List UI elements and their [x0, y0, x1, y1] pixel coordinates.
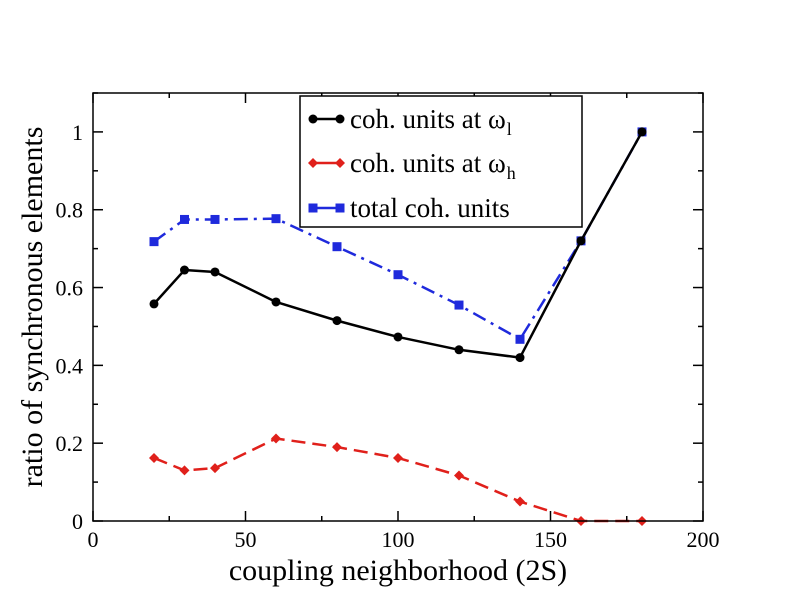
y-tick-label: 0 [72, 509, 83, 534]
legend-marker [308, 114, 318, 124]
data-point [332, 242, 342, 252]
y-tick-label: 1 [72, 120, 83, 145]
data-point [271, 297, 281, 307]
data-point [271, 214, 281, 224]
data-point [454, 470, 464, 481]
legend-marker [335, 158, 345, 168]
data-point [149, 452, 159, 463]
legend-item-3: total coh. units [308, 193, 510, 223]
legend-marker [335, 114, 345, 124]
data-point [180, 265, 189, 275]
data-point [393, 270, 403, 280]
data-point [271, 433, 281, 444]
x-tick-label: 150 [534, 527, 567, 552]
y-tick-label: 0.6 [56, 276, 84, 301]
x-tick-label: 200 [687, 527, 720, 552]
data-point [637, 127, 647, 137]
legend-marker [335, 203, 345, 213]
data-point [576, 236, 586, 246]
data-point [515, 353, 525, 363]
x-tick-label: 50 [235, 527, 257, 552]
series-1 [149, 127, 647, 363]
data-point [454, 345, 464, 355]
axes-layer: 0 50 100 150 200 0 0.2 0.4 0.6 0.8 1 [56, 92, 720, 552]
data-point [454, 300, 464, 310]
y-tick-label: 0.8 [56, 198, 84, 223]
y-axis-title: ratio of synchronous elements [16, 127, 49, 488]
data-point [332, 316, 342, 326]
x-tick-label: 100 [382, 527, 415, 552]
y-tick-label: 0.4 [56, 353, 84, 378]
data-point [149, 299, 159, 309]
data-point [179, 465, 190, 476]
data-point [210, 463, 220, 474]
legend-label: total coh. units [350, 193, 510, 223]
data-point [515, 334, 525, 344]
data-point [210, 214, 220, 224]
legend-marker [308, 203, 318, 213]
legend-marker [308, 158, 318, 168]
series-line [153, 437, 642, 523]
series-2 [149, 433, 647, 526]
legend-box [299, 95, 583, 228]
legend-subscript: h [507, 163, 516, 183]
legend-label: coh. units at ω [350, 148, 506, 178]
data-point [149, 237, 159, 247]
data-point [515, 496, 525, 507]
x-axis-title: coupling neighborhood (2S) [229, 554, 567, 587]
series-line [153, 131, 644, 359]
data-point [393, 332, 403, 342]
data-point [393, 452, 403, 463]
legend-label: coh. units at ω [350, 104, 506, 134]
y-tick-label: 0.2 [56, 431, 84, 456]
data-point [210, 267, 220, 277]
data-point [180, 214, 189, 224]
legend-subscript: l [507, 119, 512, 139]
series-layer [149, 127, 647, 526]
data-point [332, 442, 342, 453]
x-tick-label: 0 [88, 527, 99, 552]
